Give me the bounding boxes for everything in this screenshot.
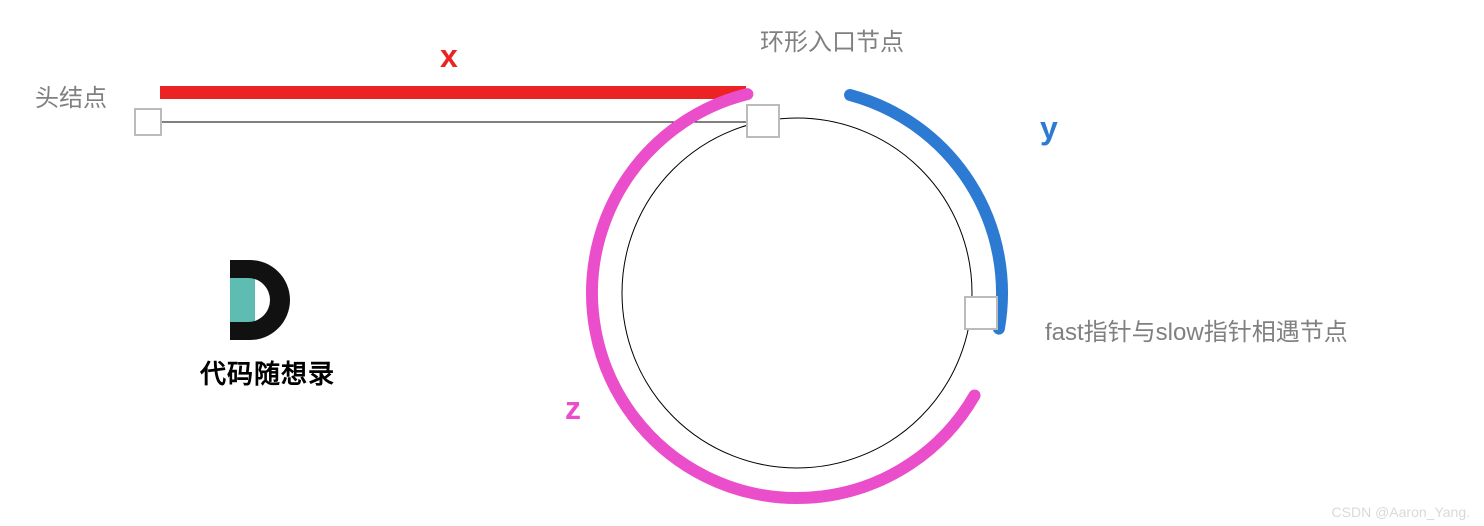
brand-text: 代码随想录 — [200, 354, 335, 391]
logo-icon — [200, 260, 295, 340]
head-node — [134, 108, 162, 136]
meet-label: fast指针与slow指针相遇节点 — [1045, 312, 1348, 347]
meeting-point-node — [964, 296, 998, 330]
cycle-entry-node — [746, 104, 780, 138]
attribution-text: CSDN @Aaron_Yang. — [1332, 504, 1470, 520]
segment-y-label: y — [1040, 110, 1058, 147]
entry-label: 环形入口节点 — [760, 22, 904, 57]
segment-z-label: z — [565, 390, 581, 427]
segment-x-label: x — [440, 38, 458, 75]
head-label: 头结点 — [35, 78, 107, 113]
brand-logo: 代码随想录 — [200, 260, 335, 391]
